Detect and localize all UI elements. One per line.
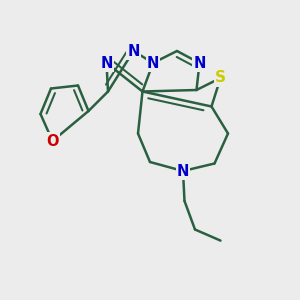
- Text: N: N: [147, 56, 159, 70]
- Text: N: N: [100, 56, 113, 70]
- Text: N: N: [193, 56, 206, 70]
- Text: O: O: [46, 134, 59, 148]
- Text: S: S: [215, 70, 226, 86]
- Text: N: N: [177, 164, 189, 178]
- Text: N: N: [127, 44, 140, 59]
